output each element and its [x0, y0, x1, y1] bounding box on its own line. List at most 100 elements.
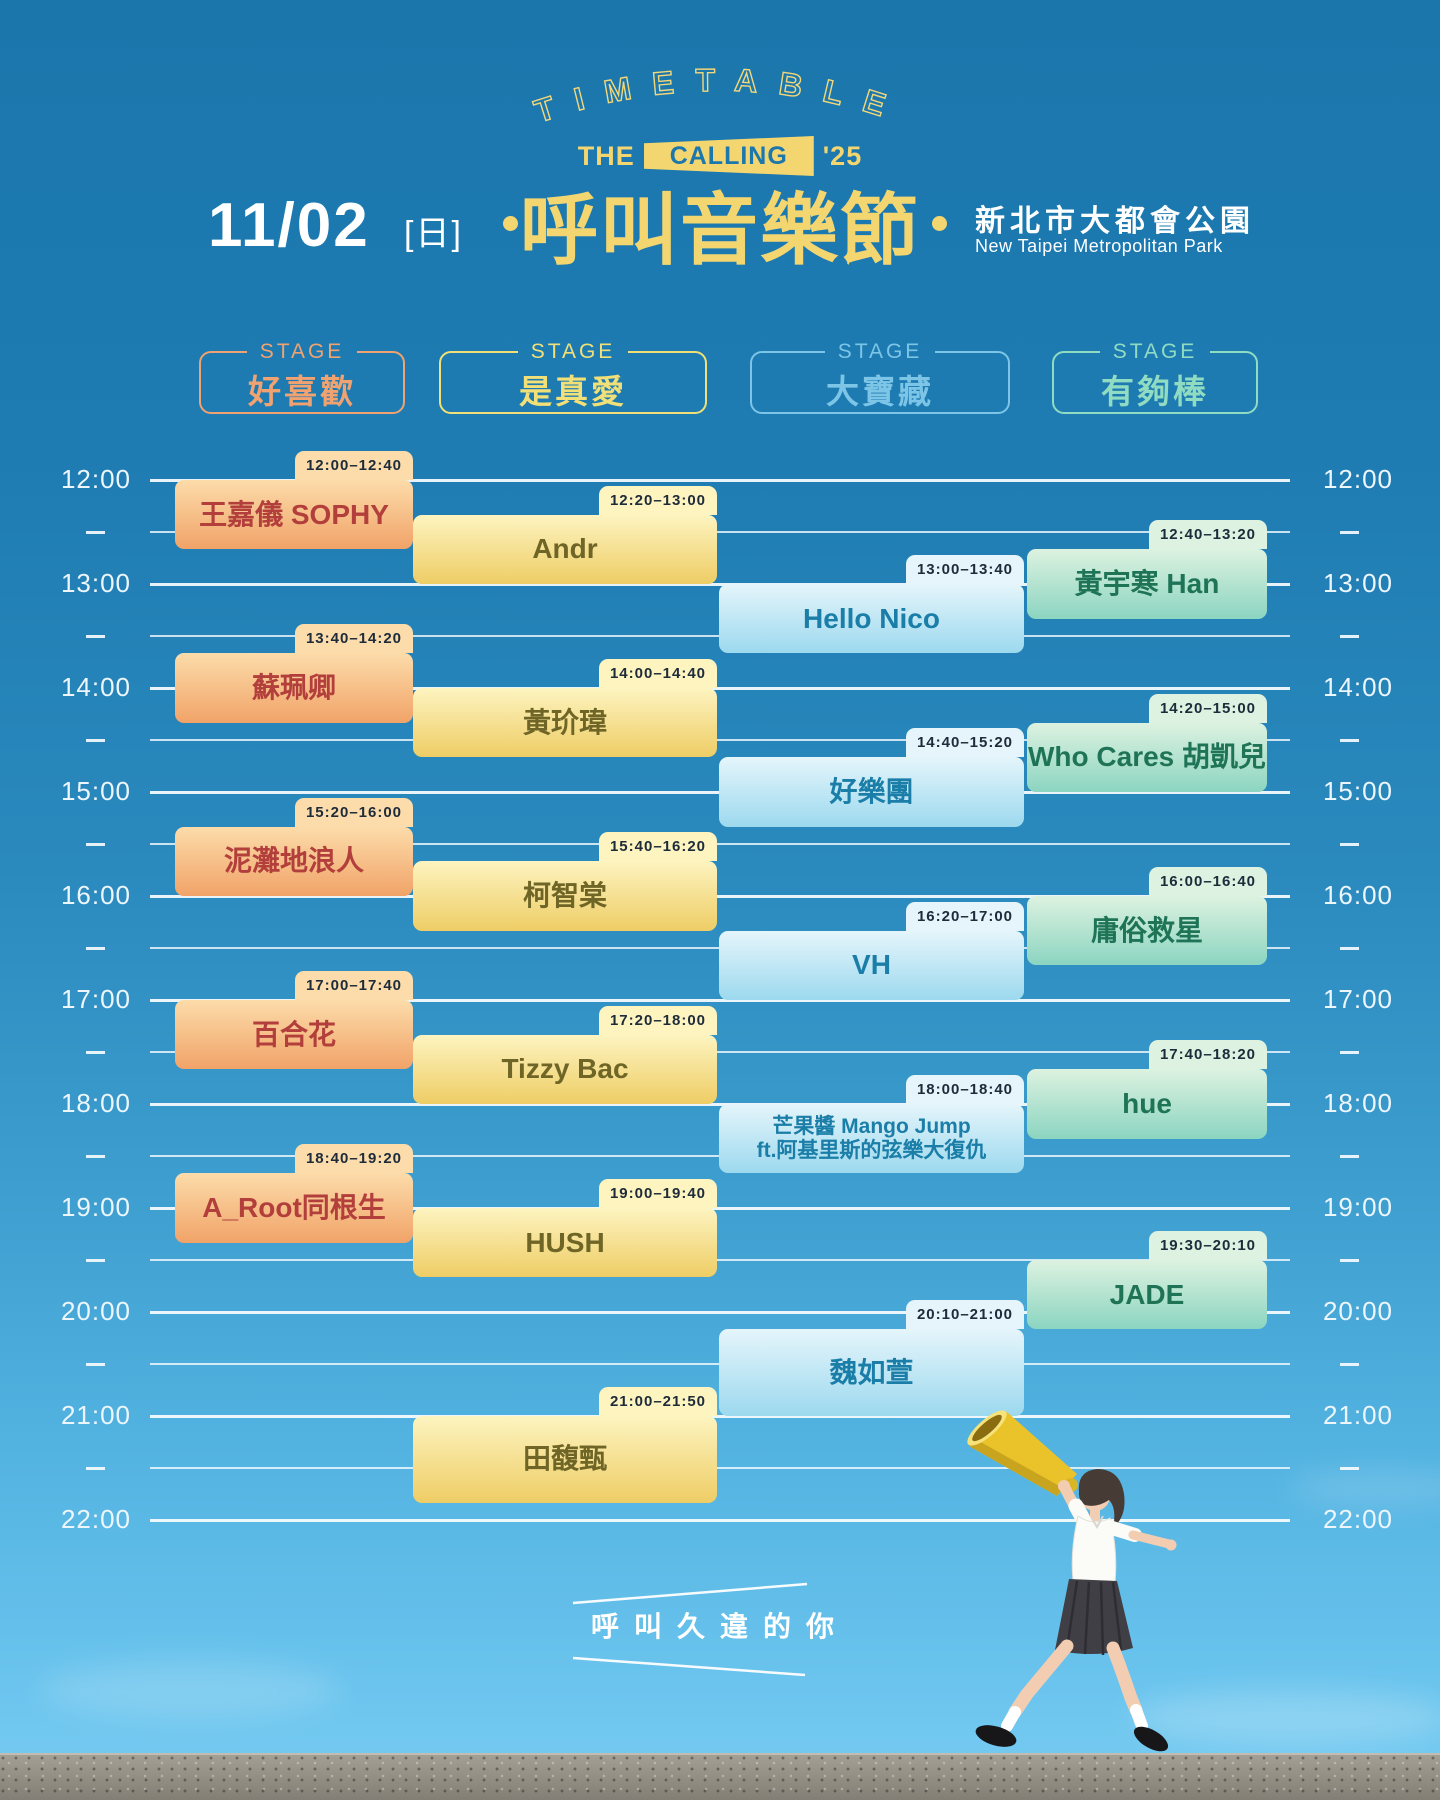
cloud [1290, 1470, 1440, 1506]
time-label-left: 18:00 [60, 1088, 132, 1118]
event-time-tab: 17:00–17:40 [295, 971, 413, 1000]
half-hour-dash [86, 1050, 105, 1054]
half-hour-dash [1340, 1154, 1359, 1158]
event-block: 14:00–14:40 黃玠瑋 [413, 659, 717, 758]
half-hour-dash [86, 842, 105, 846]
artist-name: VH [852, 949, 891, 981]
event-block: 12:20–13:00 Andr [413, 485, 717, 584]
grid-line-half [150, 1051, 1290, 1053]
footer-tagline: 呼叫久違的你 [590, 1611, 849, 1642]
time-label-right: 14:00 [1322, 672, 1394, 702]
event-time-tab: 14:00–14:40 [599, 659, 717, 688]
grid-line-half [150, 843, 1290, 845]
event-block: 13:00–13:40 Hello Nico [719, 555, 1024, 654]
time-label-left: 16:00 [60, 880, 132, 910]
time-label-right: 19:00 [1322, 1192, 1394, 1222]
time-label-right: 18:00 [1322, 1088, 1394, 1118]
half-hour-dash [86, 530, 105, 534]
stage-label: STAGE [837, 340, 923, 363]
half-hour-dash [86, 1362, 105, 1366]
event-time-tab: 17:20–18:00 [599, 1005, 717, 1035]
artist-name: Tizzy Bac [501, 1053, 629, 1085]
time-label-right: 13:00 [1322, 568, 1394, 598]
stage-header-2: STAGE 是真愛 [439, 340, 707, 414]
venue-name-zh: 新北市大都會公園 [975, 205, 1255, 238]
artist-name: Andr [532, 533, 598, 565]
event-time-tab: 12:00–12:40 [295, 451, 413, 480]
artist-name: 黃宇寒 Han [1074, 567, 1220, 599]
time-label-left: 22:00 [60, 1504, 132, 1534]
time-label-right: 12:00 [1322, 464, 1394, 494]
event-block: 17:20–18:00 Tizzy Bac [413, 1005, 717, 1104]
grid-line-hour [150, 998, 1290, 1002]
event-time-tab: 13:00–13:40 [906, 555, 1024, 584]
time-label-left: 15:00 [60, 776, 132, 806]
artist-name: HUSH [525, 1226, 605, 1258]
artist-name: 黃玠瑋 [522, 706, 607, 738]
event-time-tab: 18:40–19:20 [295, 1144, 413, 1174]
event-time-tab: 19:30–20:10 [1149, 1231, 1267, 1260]
stage-label: STAGE [259, 340, 345, 363]
time-label-left: 14:00 [60, 672, 132, 702]
artist-name: Hello Nico [803, 602, 940, 634]
event-block: 20:10–21:00 魏如萱 [719, 1300, 1024, 1416]
artist-name: hue [1122, 1087, 1172, 1119]
logo-calling: CALLING [669, 141, 788, 170]
half-hour-dash [86, 738, 105, 742]
grid-line-hour [150, 1414, 1290, 1418]
half-hour-dash [1340, 738, 1359, 742]
grid-line-hour [150, 1310, 1290, 1314]
stage-name: 好喜歡 [248, 373, 356, 410]
time-label-right: 22:00 [1322, 1504, 1394, 1534]
event-time-tab: 16:20–17:00 [906, 901, 1024, 931]
event-time-tab: 16:00–16:40 [1149, 867, 1267, 896]
stage-header-4: STAGE 有夠棒 [1052, 340, 1258, 414]
artist-name: 魏如萱 [829, 1356, 914, 1388]
half-hour-dash [1340, 634, 1359, 638]
event-block: 14:20–15:00 Who Cares 胡凱兒 [1027, 693, 1267, 792]
grid-line-hour [150, 582, 1290, 586]
logo-the: THE [577, 140, 635, 171]
event-weekday: [日] [404, 215, 463, 253]
event-time-tab: 18:00–18:40 [906, 1075, 1024, 1104]
event-block: 14:40–15:20 好樂團 [719, 728, 1024, 827]
event-block: 18:40–19:20 A_Root同根生 [175, 1144, 413, 1243]
event-block: 19:30–20:10 JADE [1027, 1231, 1267, 1330]
grid-line-half [150, 531, 1290, 533]
event-block: 12:00–12:40 王嘉儀 SOPHY [175, 451, 413, 550]
artist-name-line2: ft.阿基里斯的弦樂大復仇 [756, 1138, 987, 1162]
event-block: 15:20–16:00 泥灘地浪人 [175, 797, 413, 896]
half-hour-dash [86, 946, 105, 950]
event-date: 11/02 [208, 191, 370, 260]
grid-line-half [150, 1259, 1290, 1261]
cloud [40, 1660, 340, 1720]
grid-line-hour [150, 1206, 1290, 1210]
stage-name: 大寶藏 [826, 373, 934, 410]
concrete-wall [0, 1753, 1440, 1800]
timetable-arc-title: TIMETABLE [529, 61, 910, 130]
event-block: 17:40–18:20 hue [1027, 1040, 1267, 1139]
half-hour-dash [1340, 1050, 1359, 1054]
svg-text:TIMETABLE: TIMETABLE [530, 62, 910, 130]
event-time-tab: 21:00–21:50 [599, 1387, 717, 1416]
time-label-left: 13:00 [60, 568, 132, 598]
logo-year: '25 [822, 140, 863, 171]
event-block: 12:40–13:20 黃宇寒 Han [1027, 520, 1267, 619]
artist-name: 好樂團 [829, 775, 914, 807]
time-label-left: 19:00 [60, 1192, 132, 1222]
calling-logo: THE CALLING '25 [0, 136, 1440, 176]
time-label-right: 16:00 [1322, 880, 1394, 910]
event-time-tab: 13:40–14:20 [295, 624, 413, 654]
cloud [1130, 1690, 1440, 1745]
half-hour-dash [1340, 842, 1359, 846]
grid-line-hour [150, 478, 1290, 482]
artist-name: JADE [1109, 1278, 1185, 1310]
festival-name: 呼叫音樂節 [519, 186, 920, 274]
time-label-left: 21:00 [60, 1400, 132, 1430]
time-label-right: 15:00 [1322, 776, 1394, 806]
event-time-tab: 15:40–16:20 [599, 832, 717, 862]
half-hour-dash [86, 1154, 105, 1158]
artist-name: 百合花 [251, 1018, 336, 1050]
artist-name: 王嘉儀 SOPHY [199, 498, 389, 530]
half-hour-dash [86, 634, 105, 638]
